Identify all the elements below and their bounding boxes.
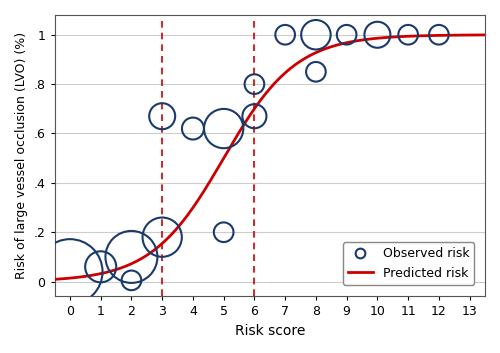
- Point: [250, 81, 258, 87]
- Point: [158, 113, 166, 119]
- Legend: Observed risk, Predicted risk: Observed risk, Predicted risk: [343, 242, 474, 285]
- Point: [158, 234, 166, 240]
- Point: [312, 69, 320, 74]
- Point: [342, 32, 350, 37]
- Point: [250, 113, 258, 119]
- Point: [281, 32, 289, 37]
- Point: [96, 264, 104, 270]
- Point: [435, 32, 443, 37]
- Y-axis label: Risk of large vessel occlusion (LVO) (%): Risk of large vessel occlusion (LVO) (%): [15, 32, 28, 279]
- Point: [404, 32, 412, 37]
- X-axis label: Risk score: Risk score: [234, 324, 305, 338]
- Point: [189, 126, 197, 131]
- Point: [374, 32, 382, 37]
- Point: [220, 229, 228, 235]
- Point: [312, 32, 320, 37]
- Point: [128, 254, 136, 260]
- Point: [66, 269, 74, 275]
- Point: [220, 126, 228, 131]
- Point: [128, 277, 136, 283]
